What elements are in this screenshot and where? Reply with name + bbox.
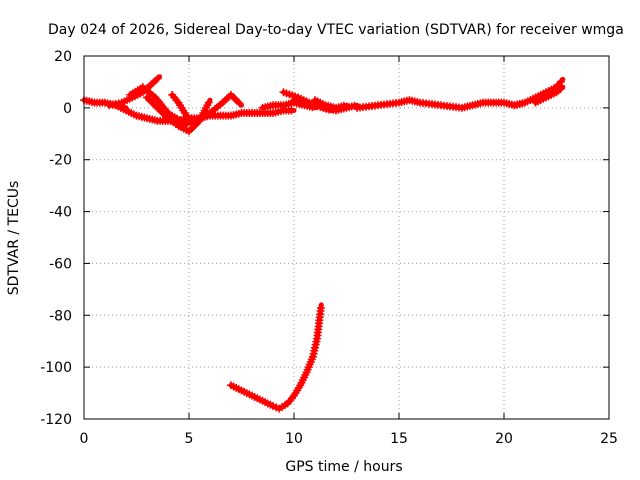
x-tick-label: 0 bbox=[80, 431, 89, 447]
data-point bbox=[287, 106, 296, 115]
y-tick-label: 20 bbox=[54, 49, 72, 65]
y-axis-label: SDTVAR / TECUs bbox=[6, 181, 22, 296]
data-point bbox=[153, 74, 162, 83]
series-arc-v3 bbox=[168, 90, 205, 128]
y-tick-label: -20 bbox=[49, 153, 72, 169]
y-tick-label: -60 bbox=[49, 256, 72, 272]
data-point bbox=[194, 115, 203, 124]
series-arc-late-4 bbox=[531, 84, 566, 107]
x-axis: 0 5 10 15 20 25 bbox=[80, 56, 618, 447]
y-tick-label: -120 bbox=[40, 412, 72, 428]
x-tick-label: 25 bbox=[600, 431, 618, 447]
x-tick-label: 20 bbox=[495, 431, 513, 447]
y-tick-label: 0 bbox=[63, 101, 72, 117]
data-point bbox=[556, 77, 565, 86]
data-point bbox=[308, 103, 317, 112]
data-point bbox=[556, 84, 565, 93]
series-arc-mid-4 bbox=[311, 96, 349, 112]
y-tick-label: -40 bbox=[49, 205, 72, 221]
data-point bbox=[235, 99, 244, 108]
series-arc-late-1 bbox=[353, 96, 475, 112]
series-arc-dip bbox=[227, 302, 325, 413]
x-tick-label: 5 bbox=[185, 431, 194, 447]
plot-frame bbox=[83, 55, 610, 420]
chart-title: Day 024 of 2026, Sidereal Day-to-day VTE… bbox=[48, 22, 624, 38]
y-tick-label: -80 bbox=[49, 308, 72, 324]
data-point bbox=[204, 98, 213, 107]
x-axis-label: GPS time / hours bbox=[285, 459, 402, 475]
data-point bbox=[182, 125, 191, 134]
data-point bbox=[339, 101, 348, 110]
x-tick-label: 10 bbox=[285, 431, 303, 447]
data-point bbox=[316, 303, 325, 312]
series-arc-mid-3 bbox=[258, 98, 318, 112]
plot-area bbox=[80, 74, 566, 413]
y-tick-label: -100 bbox=[40, 360, 72, 376]
series-arc-v2 bbox=[143, 93, 192, 134]
x-tick-label: 15 bbox=[390, 431, 408, 447]
series-arc-v1 bbox=[126, 83, 213, 136]
y-axis: 20 0 -20 -40 -60 -80 -100 -120 bbox=[40, 49, 609, 428]
